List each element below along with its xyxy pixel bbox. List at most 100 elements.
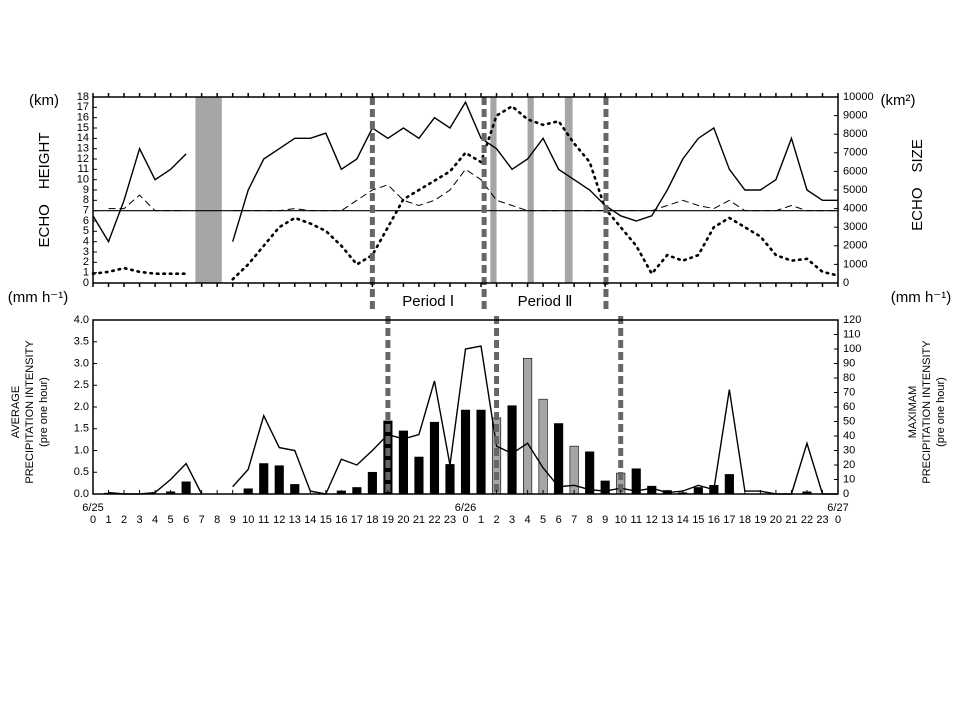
date-label: 6/26 (455, 502, 476, 514)
series-line (92, 100, 838, 244)
bar (523, 357, 533, 495)
x-tick-label: 21 (413, 514, 425, 526)
period-label: Period Ⅰ (402, 293, 454, 310)
y2-tick-label: 7000 (843, 147, 867, 159)
bar (476, 409, 486, 495)
y-tick-label: 14 (77, 132, 89, 144)
missing-shade (564, 97, 573, 283)
y2-tick-label: 20 (843, 459, 855, 471)
y-tick-label: 5 (83, 225, 89, 237)
y-tick-label: 9 (83, 184, 89, 196)
x-tick-label: 23 (816, 514, 828, 526)
x-tick-label: 9 (602, 514, 608, 526)
x-tick-label: 19 (754, 514, 766, 526)
series-line (108, 168, 838, 212)
x-tick-label: 4 (525, 514, 531, 526)
y2-tick-label: 0 (843, 488, 849, 500)
bar (274, 465, 284, 495)
y2-tick-label: 110 (843, 328, 861, 340)
y2-tick-label: 9000 (843, 110, 867, 122)
x-tick-label: 20 (770, 514, 782, 526)
x-tick-label: 22 (801, 514, 813, 526)
x-tick-label: 1 (105, 514, 111, 526)
y2-tick-label: 8000 (843, 128, 867, 140)
y2-tick-label: 5000 (843, 184, 867, 196)
bar (259, 463, 269, 495)
x-tick-label: 14 (304, 514, 316, 526)
bar (414, 456, 424, 495)
x-tick-label: 18 (739, 514, 751, 526)
y-tick-label: 4 (83, 236, 89, 248)
x-tick-label: 17 (723, 514, 735, 526)
y-tick-label: 1.5 (74, 423, 89, 435)
y2-tick-label: 30 (843, 444, 855, 456)
x-tick-label: 16 (708, 514, 720, 526)
y-tick-label: 2.5 (74, 379, 89, 391)
y2-tick-label: 40 (843, 430, 855, 442)
y-tick-label: 0 (83, 277, 89, 289)
x-tick-label: 3 (137, 514, 143, 526)
x-tick-label: 17 (351, 514, 363, 526)
bar (538, 398, 548, 495)
y-tick-label: 1.0 (74, 444, 89, 456)
y2-axis-title: (pre one hour) (935, 377, 947, 447)
y2-unit: (mm h⁻¹) (891, 289, 951, 306)
y2-tick-label: 70 (843, 386, 855, 398)
x-tick-label: 3 (509, 514, 515, 526)
y-axis-title: ECHO HEIGHT (36, 132, 53, 247)
x-tick-label: 10 (615, 514, 627, 526)
series-line (108, 345, 838, 495)
x-tick-label: 12 (273, 514, 285, 526)
y2-axis-title: ECHO SIZE (909, 139, 926, 231)
y-tick-label: 6 (83, 215, 89, 227)
y2-tick-label: 80 (843, 372, 855, 384)
y-unit: (mm h⁻¹) (8, 289, 68, 306)
y-unit: (km) (29, 92, 59, 109)
y2-tick-label: 2000 (843, 240, 867, 252)
y2-unit: (km²) (881, 92, 916, 109)
x-tick-label: 9 (230, 514, 236, 526)
bar (398, 430, 408, 495)
y-tick-label: 12 (77, 153, 89, 165)
x-tick-label: 11 (631, 514, 642, 526)
y-tick-label: 2.0 (74, 401, 89, 413)
y2-tick-label: 4000 (843, 203, 867, 215)
y2-tick-label: 90 (843, 357, 855, 369)
x-tick-label: 13 (661, 514, 673, 526)
x-tick-label: 0 (90, 514, 96, 526)
x-tick-label: 7 (199, 514, 205, 526)
y-tick-label: 18 (77, 91, 89, 103)
y-tick-label: 2 (83, 256, 89, 268)
y-tick-label: 8 (83, 194, 89, 206)
x-tick-label: 21 (785, 514, 797, 526)
x-tick-label: 0 (835, 514, 841, 526)
x-tick-label: 15 (692, 514, 704, 526)
y2-tick-label: 100 (843, 343, 861, 355)
y-axis-title: AVERAGE (10, 386, 22, 438)
date-label: 6/27 (827, 502, 848, 514)
y2-tick-label: 0 (843, 277, 849, 289)
period-label: Period Ⅱ (518, 293, 573, 310)
x-tick-label: 20 (397, 514, 409, 526)
y2-axis-title: MAXIMAM (907, 386, 919, 439)
y2-tick-label: 50 (843, 415, 855, 427)
y2-tick-label: 10000 (843, 91, 874, 103)
y-tick-label: 4.0 (74, 314, 89, 326)
x-tick-label: 22 (428, 514, 440, 526)
x-tick-label: 10 (242, 514, 254, 526)
x-tick-label: 16 (335, 514, 347, 526)
y-tick-label: 11 (78, 163, 89, 175)
series-line (91, 104, 840, 281)
x-tick-label: 7 (571, 514, 577, 526)
x-tick-label: 6 (556, 514, 562, 526)
y2-tick-label: 6000 (843, 165, 867, 177)
y-tick-label: 3.0 (74, 357, 89, 369)
x-tick-label: 2 (121, 514, 127, 526)
y-tick-label: 16 (77, 112, 89, 124)
x-tick-label: 0 (462, 514, 468, 526)
bar (507, 405, 517, 495)
x-tick-label: 1 (478, 514, 484, 526)
y-tick-label: 17 (77, 101, 89, 113)
missing-shade (490, 97, 497, 283)
x-tick-label: 12 (646, 514, 658, 526)
